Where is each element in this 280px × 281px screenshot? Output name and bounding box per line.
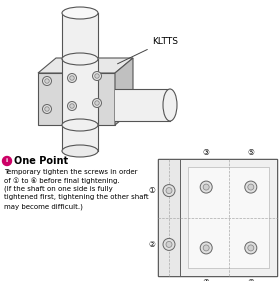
FancyBboxPatch shape [62,125,98,151]
Circle shape [166,188,172,194]
Bar [158,159,277,276]
Text: ⑥: ⑥ [247,278,254,281]
Text: Temporary tighten the screws in order: Temporary tighten the screws in order [4,169,137,175]
Circle shape [43,76,52,85]
Circle shape [166,241,172,247]
FancyBboxPatch shape [62,13,98,59]
Polygon shape [38,58,133,73]
Text: ③: ③ [203,148,210,157]
Circle shape [248,245,254,251]
Bar [158,159,180,276]
Text: ①: ① [148,186,155,195]
Circle shape [95,74,99,78]
Circle shape [67,74,76,83]
Circle shape [70,76,74,80]
Circle shape [248,184,254,190]
Ellipse shape [62,145,98,157]
Circle shape [163,238,175,250]
Ellipse shape [62,119,98,131]
FancyBboxPatch shape [62,59,98,125]
Bar [188,167,269,268]
Text: KLTTS: KLTTS [118,37,178,64]
Text: may become difficult.): may become difficult.) [4,203,83,210]
Polygon shape [115,58,133,125]
Circle shape [92,71,101,80]
Text: ②: ② [148,240,155,249]
Circle shape [163,185,175,197]
Circle shape [203,184,209,190]
Text: ⑤: ⑤ [247,148,254,157]
Circle shape [3,157,11,166]
Ellipse shape [163,89,177,121]
Circle shape [45,79,49,83]
Text: One Point: One Point [14,156,68,166]
Circle shape [70,104,74,108]
Circle shape [43,105,52,114]
Bar [180,159,277,276]
Ellipse shape [62,53,98,65]
Circle shape [245,242,257,254]
Polygon shape [38,73,115,125]
Ellipse shape [62,7,98,19]
Text: tightened first, tightening the other shaft: tightened first, tightening the other sh… [4,194,149,201]
FancyBboxPatch shape [115,89,170,121]
Circle shape [200,242,212,254]
Circle shape [67,101,76,110]
Text: of ① to ⑥ before final tightening.: of ① to ⑥ before final tightening. [4,178,120,184]
Text: (If the shaft on one side is fully: (If the shaft on one side is fully [4,186,113,192]
Circle shape [203,245,209,251]
Circle shape [245,181,257,193]
Circle shape [200,181,212,193]
Circle shape [95,101,99,105]
Text: i: i [6,158,8,164]
Circle shape [92,99,101,108]
Circle shape [45,107,49,111]
Text: ④: ④ [203,278,210,281]
